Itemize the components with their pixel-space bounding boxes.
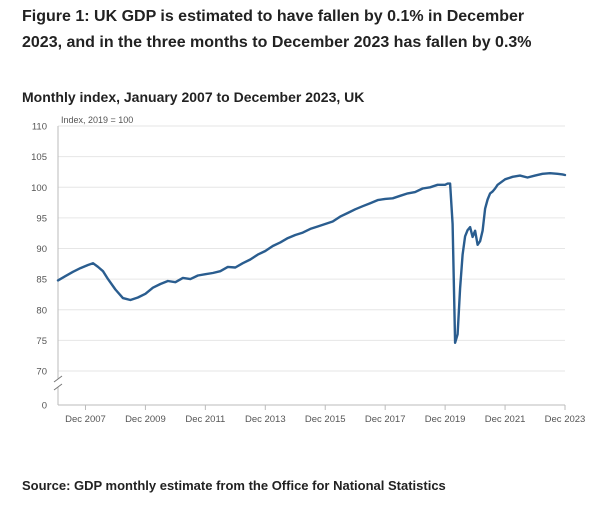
axes xyxy=(53,126,566,410)
y-tick-label: 85 xyxy=(36,275,47,286)
x-tick-label: Dec 2009 xyxy=(125,414,166,425)
y-axis-unit-label: Index, 2019 = 100 xyxy=(61,115,133,125)
chart-subtitle: Monthly index, January 2007 to December … xyxy=(22,89,365,105)
y-tick-label: 70 xyxy=(36,367,47,378)
axis-break-mark xyxy=(53,375,63,383)
x-tick-label: Dec 2011 xyxy=(185,414,225,425)
axis-break-mark xyxy=(53,383,63,391)
grid-lines xyxy=(58,125,565,406)
x-tick-label: Dec 2007 xyxy=(65,414,106,425)
y-tick-labels: 0 70 75 80 85 90 95 100 105 110 xyxy=(31,122,47,412)
y-tick-label: 100 xyxy=(31,183,47,194)
y-tick-label: 80 xyxy=(36,305,47,316)
chart-title: Figure 1: UK GDP is estimated to have fa… xyxy=(22,8,532,51)
x-tick-label: Dec 2013 xyxy=(245,414,286,425)
x-tick-label: Dec 2019 xyxy=(425,414,466,425)
series-lines xyxy=(56,172,567,344)
x-tick-label: Dec 2015 xyxy=(305,414,346,425)
y-tick-label: 105 xyxy=(31,152,47,163)
x-tick-label: Dec 2017 xyxy=(365,414,406,425)
y-tick-label: 0 xyxy=(42,401,47,412)
y-tick-label: 90 xyxy=(36,244,47,255)
y-tick-label: 95 xyxy=(36,213,47,224)
x-tick-label: Dec 2023 xyxy=(545,414,586,425)
x-tick-label: Dec 2021 xyxy=(485,414,526,425)
gdp-index-series-line xyxy=(56,172,567,344)
y-tick-label: 75 xyxy=(36,336,47,347)
y-tick-label: 110 xyxy=(32,122,47,133)
x-tick-labels: Dec 2007 Dec 2009 Dec 2011 Dec 2013 Dec 2015… xyxy=(65,414,585,425)
source-note: Source: GDP monthly estimate from the Of… xyxy=(22,478,446,493)
